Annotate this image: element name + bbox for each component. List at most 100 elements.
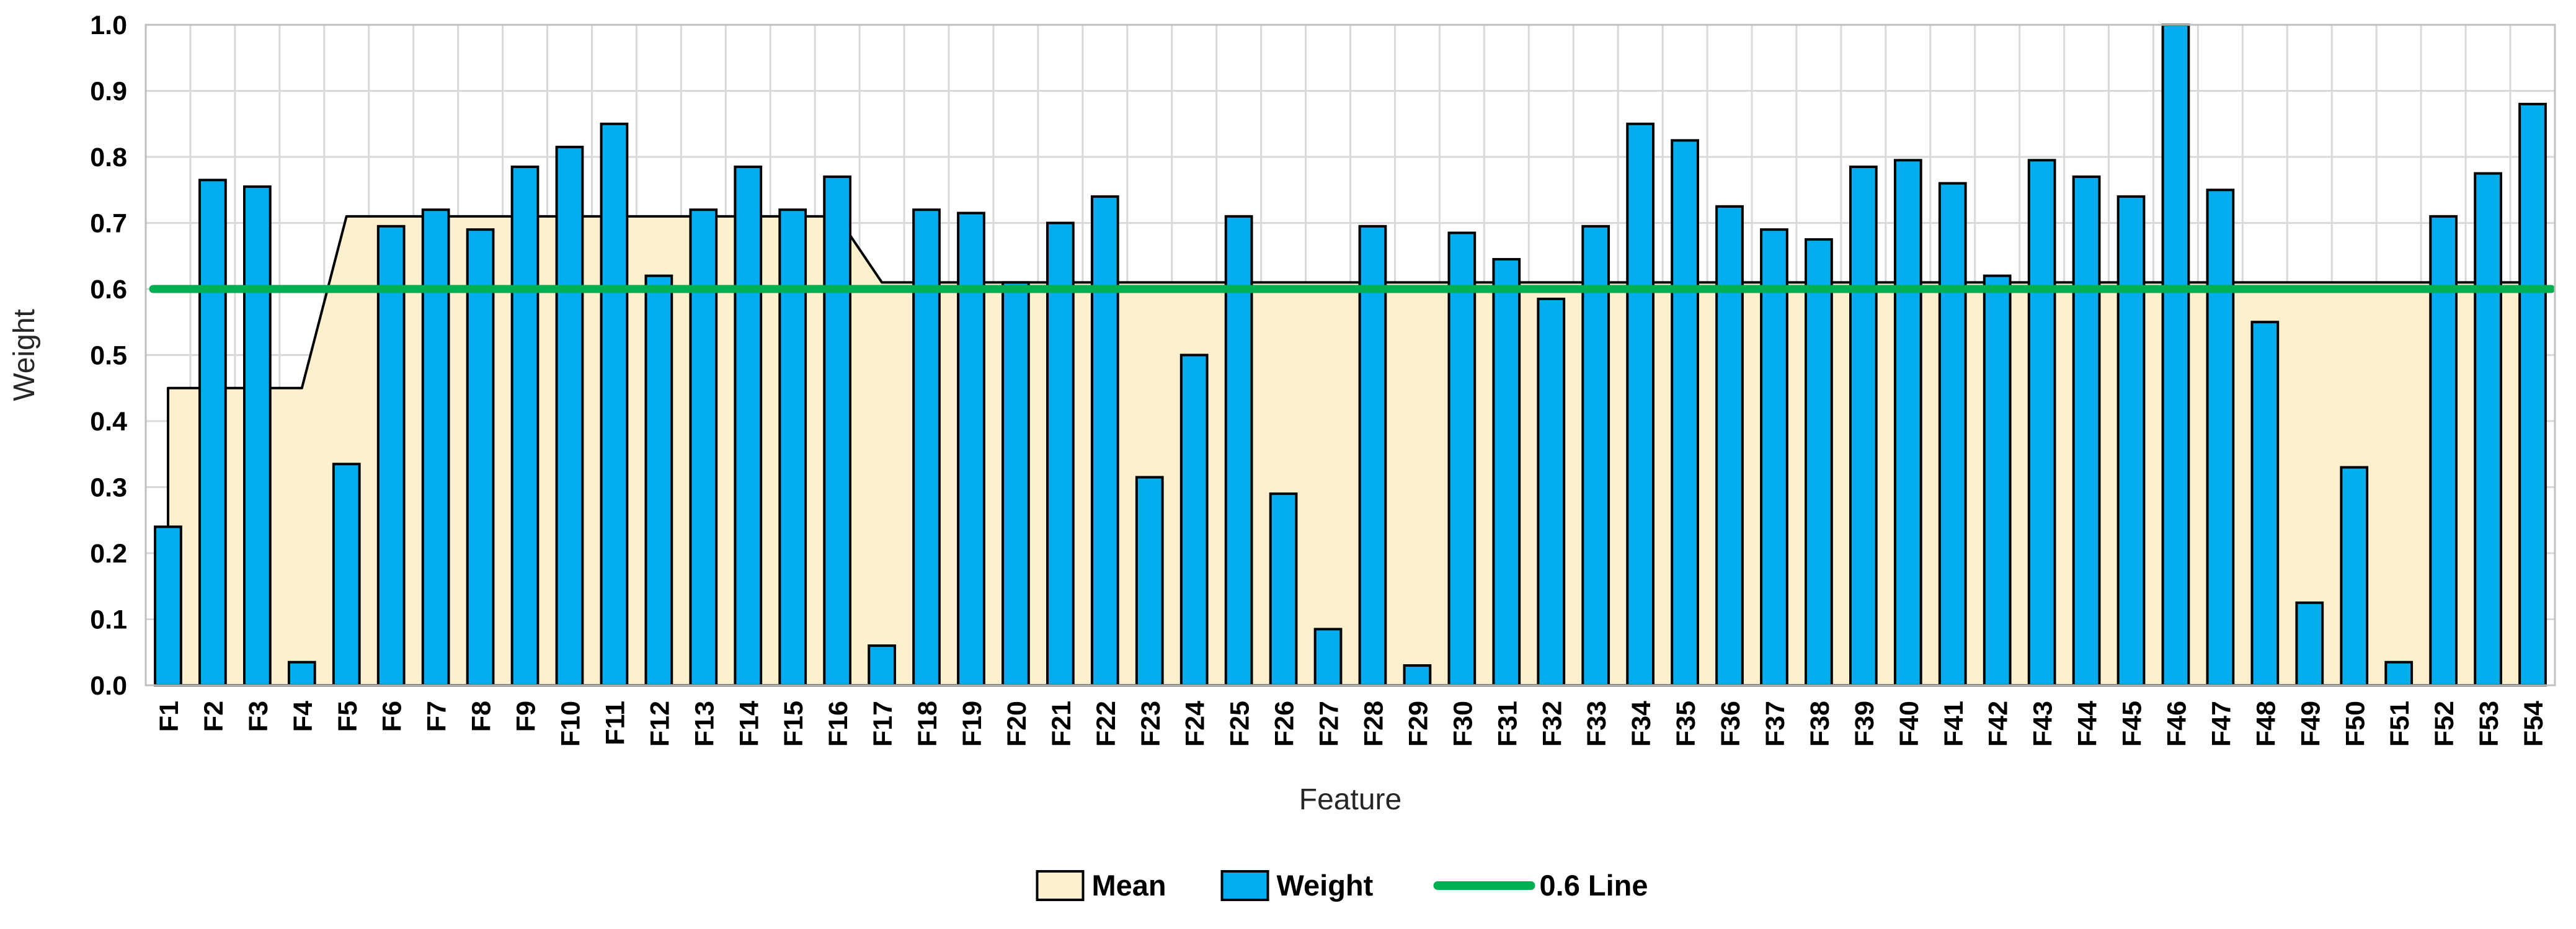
bar-F8: [466, 228, 495, 687]
x-tick-label: F47: [2206, 701, 2236, 747]
bar-F32: [1537, 297, 1566, 687]
bar-F31: [1492, 258, 1521, 687]
x-tick-label: F41: [1939, 701, 1969, 747]
y-tick-label: 0.4: [90, 407, 127, 437]
bar-F3: [242, 185, 272, 687]
bar-F15: [778, 208, 807, 687]
bar-F2: [198, 179, 227, 687]
bar-F12: [644, 274, 673, 687]
bar-F34: [1626, 122, 1655, 687]
y-tick-label: 1.0: [90, 11, 127, 40]
bar-F16: [823, 175, 852, 687]
bar-F37: [1760, 228, 1788, 687]
x-axis-title: Feature: [1299, 783, 1401, 816]
x-tick-label: F34: [1627, 701, 1656, 747]
x-tick-label: F38: [1805, 701, 1835, 747]
x-tick-label: F15: [779, 701, 809, 747]
x-axis-ticks: F1 F2 F3 F4 F5 F6 F7 F8 F9 F10 F11 F12 F13 F14 F15 F16 F…: [154, 701, 2549, 747]
legend-label: 0.6 Line: [1540, 869, 1648, 902]
bar-F38: [1805, 238, 1833, 687]
x-tick-label: F18: [913, 701, 943, 747]
x-tick-label: F31: [1493, 701, 1522, 747]
x-tick-label: F36: [1716, 701, 1746, 747]
legend-item-mean: Mean: [1036, 869, 1166, 902]
x-tick-label: F29: [1403, 701, 1433, 747]
bar-F44: [2072, 175, 2101, 687]
x-tick-label: F27: [1315, 701, 1344, 747]
bar-F4: [287, 660, 316, 687]
x-tick-label: F43: [2028, 701, 2058, 747]
bar-F19: [957, 211, 985, 687]
x-tick-label: F33: [1582, 701, 1612, 747]
bar-F53: [2474, 172, 2502, 687]
y-tick-label: 0.8: [90, 143, 127, 172]
bar-F20: [1002, 281, 1030, 687]
legend-swatch-bar: [1220, 870, 1269, 901]
legend-item-weight: Weight: [1220, 869, 1374, 902]
x-tick-label: F7: [422, 701, 452, 732]
x-tick-label: F5: [333, 701, 363, 732]
bar-F25: [1224, 215, 1253, 687]
bar-F46: [2161, 24, 2190, 687]
bar-F9: [510, 165, 540, 687]
bar-F6: [376, 224, 406, 687]
x-tick-label: F46: [2162, 701, 2192, 747]
bar-F33: [1581, 224, 1610, 687]
bar-F35: [1671, 139, 1699, 687]
x-tick-label: F35: [1671, 701, 1701, 747]
y-tick-label: 0.5: [90, 341, 127, 371]
x-tick-label: F21: [1047, 701, 1077, 747]
bar-F30: [1447, 231, 1477, 687]
x-tick-label: F16: [824, 701, 853, 747]
bar-F10: [555, 146, 584, 687]
x-tick-label: F20: [1002, 701, 1032, 747]
y-tick-label: 0.6: [90, 275, 127, 304]
x-tick-label: F13: [690, 701, 719, 747]
legend-label: Weight: [1277, 869, 1374, 902]
x-tick-label: F10: [556, 701, 585, 747]
x-tick-label: F19: [957, 701, 987, 747]
x-tick-label: F40: [1894, 701, 1924, 747]
x-tick-label: F44: [2073, 701, 2103, 747]
y-tick-label: 0.3: [90, 473, 127, 503]
x-tick-label: F30: [1448, 701, 1478, 747]
y-tick-label: 0.9: [90, 77, 127, 107]
x-tick-label: F54: [2519, 701, 2549, 747]
bar-F47: [2206, 189, 2235, 687]
x-tick-label: F37: [1761, 701, 1790, 747]
bar-F43: [2027, 159, 2056, 687]
x-tick-label: F3: [244, 701, 273, 732]
bar-F36: [1715, 205, 1744, 687]
x-tick-label: F17: [868, 701, 898, 747]
bar-F1: [154, 525, 182, 687]
x-tick-label: F51: [2385, 701, 2415, 747]
bar-F42: [1983, 274, 2012, 687]
bar-F52: [2429, 215, 2458, 687]
legend-label: Mean: [1092, 869, 1166, 902]
x-tick-label: F14: [734, 701, 764, 747]
bar-F54: [2518, 102, 2547, 687]
x-tick-label: F6: [378, 701, 407, 732]
x-tick-label: F26: [1270, 701, 1300, 747]
bar-F18: [912, 208, 941, 687]
x-tick-label: F48: [2251, 701, 2281, 747]
bar-F21: [1046, 221, 1075, 687]
bar-F22: [1090, 195, 1119, 687]
x-tick-label: F50: [2340, 701, 2370, 747]
bar-F39: [1849, 165, 1878, 687]
y-tick-label: 0.7: [90, 209, 127, 239]
x-tick-label: F53: [2474, 701, 2504, 747]
bar-F24: [1179, 353, 1209, 687]
x-tick-label: F45: [2118, 701, 2147, 747]
y-axis-ticks: 0.0 0.1 0.2 0.3 0.4 0.5 0.6 0.7 0.8 0.9 1.0: [90, 11, 127, 701]
bar-F5: [332, 463, 361, 687]
x-tick-label: F4: [288, 701, 318, 732]
bar-F14: [734, 165, 763, 687]
bar-F13: [689, 208, 718, 687]
bar-F40: [1893, 159, 1922, 687]
x-tick-label: F49: [2296, 701, 2325, 747]
x-tick-label: F32: [1537, 701, 1567, 747]
x-tick-label: F1: [154, 701, 184, 732]
